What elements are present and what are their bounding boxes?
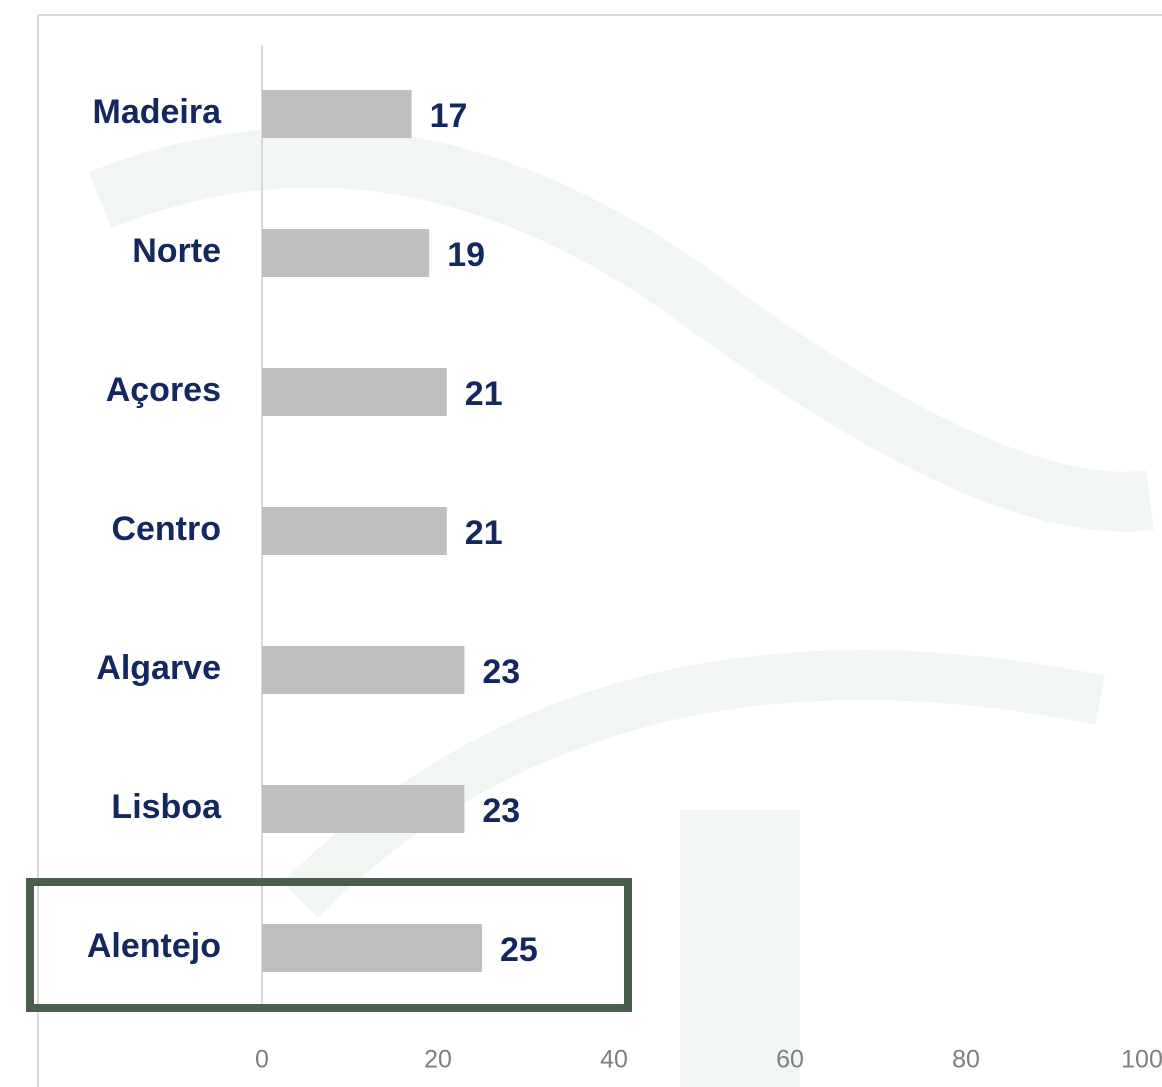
data-label: 17: [430, 97, 468, 135]
data-label: 19: [447, 236, 485, 274]
y-tick-label: Norte: [132, 232, 221, 270]
bar: [262, 507, 447, 555]
data-label: 21: [465, 514, 503, 552]
x-tick-label: 20: [424, 1046, 452, 1074]
watermark: [680, 810, 800, 1087]
y-tick-label: Algarve: [96, 649, 221, 687]
y-tick-label: Açores: [106, 371, 221, 409]
y-tick-label: Alentejo: [87, 927, 221, 965]
bar: [262, 785, 465, 833]
y-tick-label: Madeira: [93, 93, 223, 131]
y-tick-label: Lisboa: [111, 788, 222, 826]
bar: [262, 90, 412, 138]
x-tick-label: 60: [776, 1046, 804, 1074]
data-label: 25: [500, 931, 538, 969]
x-tick-label: 80: [952, 1046, 980, 1074]
watermark: [88, 127, 1154, 532]
highlight-box: [26, 878, 632, 1012]
x-tick-label: 100: [1121, 1046, 1162, 1074]
bar: [262, 229, 430, 277]
bar: [262, 646, 465, 694]
bar: [262, 924, 482, 972]
y-tick-label: Centro: [111, 510, 221, 548]
data-label: 21: [465, 375, 503, 413]
data-label: 23: [482, 792, 520, 830]
data-label: 23: [482, 653, 520, 691]
bar: [262, 368, 447, 416]
x-tick-label: 0: [255, 1046, 269, 1074]
x-tick-label: 40: [600, 1046, 628, 1074]
